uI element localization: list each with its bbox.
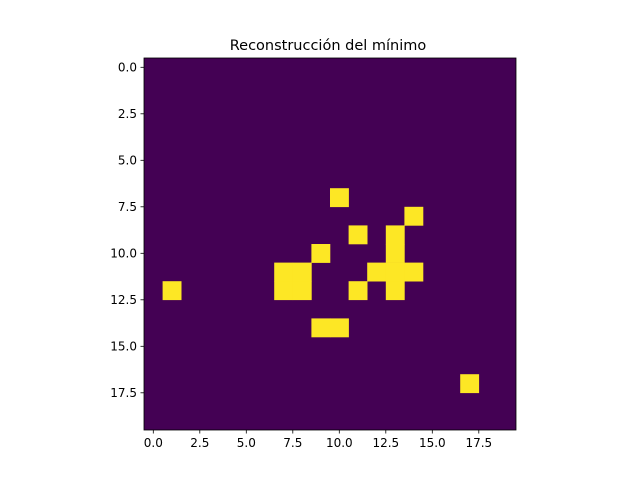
x-axis: 0.0 2.5 5.0 7.5 10.0 12.5 15.0 17.5 [144,430,492,450]
x-tick-label: 0.0 [144,436,163,450]
heatmap-cell [385,262,405,282]
x-tick-label: 10.0 [326,436,353,450]
x-tick-label: 7.5 [283,436,302,450]
x-tick-label: 15.0 [419,436,446,450]
heatmap-cell [330,318,349,338]
plot-area [143,57,517,431]
heatmap-cell [292,262,312,282]
y-tick-label: 17.5 [110,386,137,400]
heatmap-cell [385,225,405,245]
heatmap-cell [385,244,405,263]
heatmap-cell [274,281,294,301]
heatmap-cell [348,281,368,301]
heatmap-cell [460,374,480,394]
heatmap-cell [292,281,312,301]
y-axis: 0.0 2.5 5.0 7.5 10.0 12.5 15.0 17.5 [110,61,144,400]
y-tick-label: 2.5 [118,107,137,121]
x-tick-label: 12.5 [372,436,399,450]
plot-frame [143,57,517,431]
x-tick-label: 17.5 [465,436,492,450]
y-tick-label: 7.5 [118,200,137,214]
chart-title: Reconstrucción del mínimo [230,38,427,54]
y-tick-label: 15.0 [110,340,137,354]
heatmap-cell [311,244,331,263]
heatmap-cell [311,318,331,338]
heatmap-cell [348,225,368,245]
y-tick-label: 12.5 [110,293,137,307]
x-tick-label: 2.5 [190,436,209,450]
y-tick-label: 0.0 [118,61,137,75]
heatmap-cell [274,262,294,282]
heatmap-cell [385,281,405,301]
heatmap-cell [404,206,424,226]
heatmap-cell [162,281,182,301]
heatmap-cell [404,262,424,282]
heatmap-cell [367,262,387,282]
y-tick-label: 5.0 [118,154,137,168]
heatmap-cell [330,188,349,208]
x-tick-label: 5.0 [237,436,256,450]
y-tick-label: 10.0 [110,247,137,261]
